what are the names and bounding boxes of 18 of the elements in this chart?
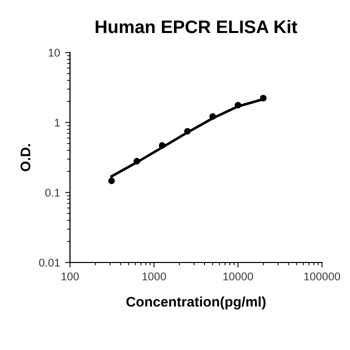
point xyxy=(158,142,166,149)
point xyxy=(108,177,115,184)
x-axis-title: Concentration(pg/ml) xyxy=(126,296,266,310)
point xyxy=(184,128,191,135)
point xyxy=(234,102,242,108)
x-tick-label: 1000 xyxy=(142,272,166,280)
y-tick-label: 0.1 xyxy=(45,188,60,197)
x-tick-label: 100000 xyxy=(304,272,340,280)
y-tick-label: 10 xyxy=(48,48,60,57)
x-tick-label: 10000 xyxy=(223,272,254,280)
point xyxy=(260,94,267,102)
point xyxy=(134,158,140,164)
point xyxy=(209,113,216,120)
chart-title: Human EPCR ELISA Kit xyxy=(96,20,298,34)
y-tick-label: 0.01 xyxy=(39,258,60,267)
y-tick-label: 1 xyxy=(54,118,60,127)
x-tick-label: 100 xyxy=(62,272,79,280)
y-axis-title: O.D. xyxy=(20,144,30,172)
